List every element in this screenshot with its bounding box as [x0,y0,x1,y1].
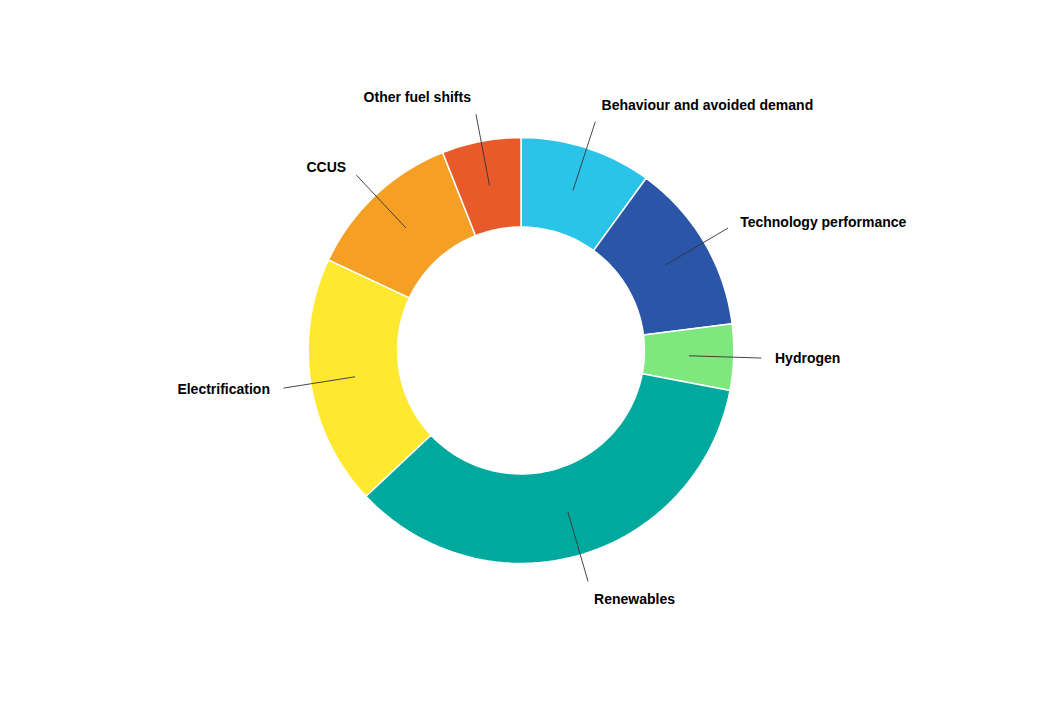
svg-text:Hydrogen: Hydrogen [775,350,840,366]
svg-text:Behaviour and avoided demand: Behaviour and avoided demand [602,97,814,113]
svg-text:Other fuel shifts: Other fuel shifts [364,89,472,105]
svg-text:Technology performance: Technology performance [740,214,906,230]
svg-text:CCUS: CCUS [306,159,346,175]
svg-text:Electrification: Electrification [177,381,270,397]
svg-text:Renewables: Renewables [594,591,675,607]
